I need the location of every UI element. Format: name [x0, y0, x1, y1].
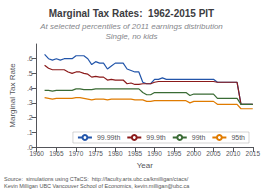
svg-text:99.9th: 99.9th — [146, 134, 166, 141]
svg-text:1995: 1995 — [167, 150, 182, 157]
svg-text:2005: 2005 — [206, 150, 221, 157]
svg-text:.0: .0 — [26, 143, 33, 151]
svg-text:99th: 99th — [192, 134, 206, 141]
svg-text:.3: .3 — [27, 99, 33, 106]
svg-text:1975: 1975 — [88, 150, 103, 157]
svg-text:1970: 1970 — [69, 150, 84, 157]
svg-text:Kevin Milligan UBC Vancouver S: Kevin Milligan UBC Vancouver School of E… — [4, 183, 190, 189]
svg-text:2000: 2000 — [187, 150, 202, 157]
svg-text:Source: simulations using CTa: Source: simulations using CTaCS: http://… — [4, 176, 189, 182]
svg-text:2015: 2015 — [246, 150, 261, 157]
svg-text:At selected percentiles of 201: At selected percentiles of 2011 earnings… — [39, 22, 223, 31]
svg-text:.6: .6 — [27, 55, 33, 62]
svg-text:.5: .5 — [27, 70, 33, 77]
svg-text:Year: Year — [137, 161, 154, 170]
svg-text:99.99th: 99.99th — [97, 134, 120, 141]
svg-text:1990: 1990 — [147, 150, 162, 157]
svg-text:2010: 2010 — [226, 150, 241, 157]
svg-text:95th: 95th — [231, 134, 245, 141]
svg-text:Single, no kids: Single, no kids — [105, 32, 157, 41]
svg-text:1980: 1980 — [108, 150, 123, 157]
svg-text:Marginal Tax Rate: Marginal Tax Rate — [8, 63, 17, 128]
svg-text:Marginal Tax Rates: 1962-2015: Marginal Tax Rates: 1962-2015 PIT — [49, 8, 214, 19]
svg-text:.2: .2 — [27, 114, 33, 121]
svg-text:.4: .4 — [27, 85, 33, 92]
svg-text:1965: 1965 — [49, 150, 64, 157]
svg-text:1985: 1985 — [128, 150, 143, 157]
svg-text:.1: .1 — [27, 129, 33, 136]
svg-text:1960: 1960 — [30, 150, 45, 157]
